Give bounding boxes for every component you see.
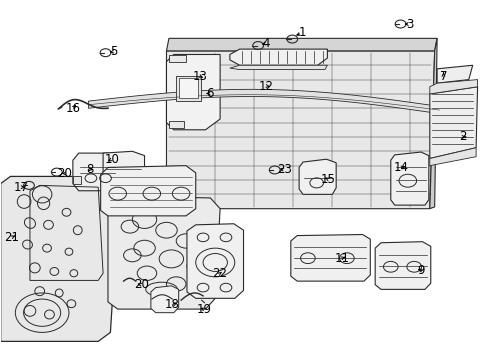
Text: 23: 23 <box>277 163 291 176</box>
Text: 21: 21 <box>4 231 19 244</box>
Polygon shape <box>151 286 178 313</box>
Text: 22: 22 <box>211 267 226 280</box>
Text: 18: 18 <box>164 298 180 311</box>
Text: 19: 19 <box>197 303 212 316</box>
Text: 4: 4 <box>262 36 270 50</box>
Text: 9: 9 <box>416 264 424 277</box>
Polygon shape <box>168 55 185 62</box>
Polygon shape <box>429 80 477 94</box>
Polygon shape <box>101 166 195 216</box>
Polygon shape <box>229 65 327 69</box>
Polygon shape <box>229 49 327 65</box>
Text: 16: 16 <box>65 102 80 115</box>
Polygon shape <box>374 242 430 289</box>
Polygon shape <box>166 54 220 130</box>
Text: 11: 11 <box>334 252 349 265</box>
Text: 8: 8 <box>85 163 93 176</box>
Text: 6: 6 <box>206 87 214 100</box>
Text: 13: 13 <box>192 69 206 82</box>
Polygon shape <box>429 148 475 166</box>
Text: 20: 20 <box>58 167 72 180</box>
Polygon shape <box>108 196 220 309</box>
Text: 14: 14 <box>393 161 408 174</box>
Polygon shape <box>166 39 436 51</box>
Text: 10: 10 <box>104 153 119 166</box>
Text: 12: 12 <box>259 80 273 93</box>
Polygon shape <box>290 234 369 281</box>
Polygon shape <box>168 121 183 128</box>
Polygon shape <box>436 65 472 83</box>
Text: 17: 17 <box>14 181 29 194</box>
Polygon shape <box>186 224 243 298</box>
Text: 3: 3 <box>406 18 413 31</box>
Polygon shape <box>103 151 144 187</box>
Polygon shape <box>88 89 439 114</box>
Text: 20: 20 <box>133 278 148 291</box>
Polygon shape <box>0 176 115 341</box>
Polygon shape <box>429 39 436 209</box>
Polygon shape <box>73 176 81 184</box>
Polygon shape <box>299 159 335 194</box>
Polygon shape <box>178 78 198 98</box>
Text: 1: 1 <box>298 27 305 40</box>
Polygon shape <box>176 76 200 101</box>
Polygon shape <box>429 87 477 158</box>
Text: 15: 15 <box>320 173 335 186</box>
Polygon shape <box>166 51 434 209</box>
Text: 7: 7 <box>439 69 447 82</box>
Text: 2: 2 <box>458 130 466 144</box>
Text: 5: 5 <box>110 45 117 58</box>
Polygon shape <box>73 153 118 191</box>
Polygon shape <box>390 152 428 205</box>
